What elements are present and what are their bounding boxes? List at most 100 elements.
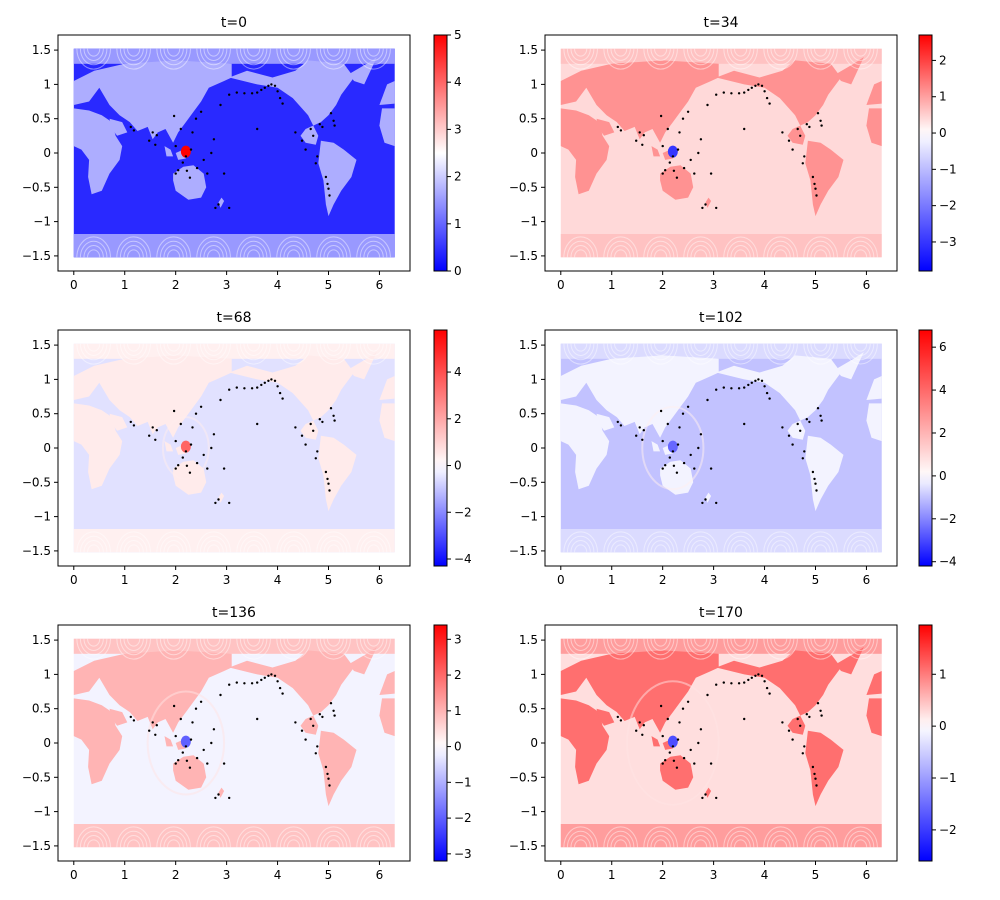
sample-arc bbox=[614, 249, 628, 258]
station-point bbox=[796, 127, 799, 131]
sample-arc bbox=[323, 343, 344, 356]
sample-arc bbox=[843, 531, 878, 553]
station-point bbox=[263, 676, 266, 679]
sample-arc bbox=[76, 638, 111, 660]
station-point bbox=[801, 752, 804, 755]
land-region bbox=[173, 165, 207, 200]
station-point bbox=[309, 717, 312, 721]
land-region bbox=[109, 708, 128, 726]
sample-arc bbox=[763, 826, 798, 848]
land-region bbox=[229, 355, 354, 440]
sample-arc bbox=[199, 638, 228, 656]
sample-arc bbox=[850, 540, 871, 553]
sample-arc bbox=[243, 638, 264, 651]
station-point bbox=[661, 439, 664, 443]
sample-arc bbox=[87, 249, 101, 258]
station-point bbox=[174, 439, 177, 443]
sample-arc bbox=[846, 240, 875, 258]
sample-arc bbox=[770, 835, 791, 848]
x-tick-label: 4 bbox=[761, 868, 769, 882]
station-point bbox=[195, 461, 199, 465]
sample-arc bbox=[326, 343, 341, 352]
sample-arc bbox=[359, 830, 388, 848]
sample-arc bbox=[723, 48, 758, 70]
sample-arc bbox=[803, 48, 838, 70]
sample-arc bbox=[773, 343, 788, 352]
station-point bbox=[191, 721, 194, 724]
sample-arc bbox=[650, 638, 671, 651]
sample-arc bbox=[316, 638, 351, 660]
sample-arc bbox=[167, 48, 181, 57]
sample-arc bbox=[239, 343, 268, 361]
station-point bbox=[316, 450, 319, 453]
station-point bbox=[179, 127, 182, 131]
y-tick-label: 0 bbox=[43, 441, 51, 455]
sample-arc bbox=[723, 531, 758, 553]
land-region bbox=[596, 413, 615, 431]
source-anomaly bbox=[667, 145, 678, 158]
south-polar-region bbox=[73, 529, 395, 553]
sample-arc bbox=[563, 638, 598, 660]
station-point bbox=[743, 386, 746, 389]
land-region bbox=[705, 492, 712, 503]
station-point bbox=[260, 383, 263, 387]
station-point bbox=[666, 717, 669, 721]
sample-arc bbox=[366, 544, 381, 553]
x-tick-label: 6 bbox=[863, 868, 871, 882]
polar-sample-dots bbox=[76, 638, 391, 848]
sample-arc bbox=[574, 343, 588, 352]
y-tick-label: 0.5 bbox=[32, 112, 51, 126]
sample-arc bbox=[127, 544, 141, 553]
station-point bbox=[219, 693, 222, 697]
station-point bbox=[814, 777, 817, 780]
sample-arc bbox=[563, 531, 598, 553]
station-point bbox=[811, 175, 815, 179]
sample-arc bbox=[243, 835, 264, 848]
land-region bbox=[866, 376, 882, 400]
sample-arc bbox=[246, 544, 261, 553]
sample-arc bbox=[116, 343, 151, 365]
sample-arc bbox=[167, 839, 181, 848]
station-point bbox=[768, 397, 771, 400]
colorbar-tick-label: 0 bbox=[454, 264, 462, 278]
land-region bbox=[218, 787, 225, 798]
station-point bbox=[699, 138, 703, 141]
land-region bbox=[164, 736, 174, 747]
station-point bbox=[318, 123, 321, 126]
station-point bbox=[329, 702, 333, 705]
sample-arc bbox=[127, 638, 141, 647]
sample-arc bbox=[236, 236, 271, 258]
station-point bbox=[791, 443, 794, 446]
colorbar-tick-label: −2 bbox=[454, 811, 472, 825]
sample-arc bbox=[203, 48, 224, 61]
station-point bbox=[191, 131, 194, 134]
sample-arc bbox=[326, 839, 341, 848]
sample-arc bbox=[690, 540, 711, 553]
sample-arc bbox=[763, 48, 798, 70]
station-point bbox=[328, 194, 331, 197]
sample-arc bbox=[159, 638, 188, 656]
land-region bbox=[660, 755, 694, 790]
sample-arc bbox=[766, 535, 795, 553]
station-point bbox=[638, 131, 641, 134]
station-point bbox=[188, 766, 192, 769]
colorbar-tick-label: 6 bbox=[939, 340, 947, 354]
sample-arc bbox=[813, 343, 828, 352]
station-point bbox=[814, 482, 817, 485]
station-point bbox=[235, 386, 238, 389]
station-point bbox=[816, 702, 820, 705]
sample-arc bbox=[563, 236, 598, 258]
sample-arc bbox=[156, 531, 191, 553]
station-point bbox=[661, 734, 664, 738]
station-point bbox=[678, 426, 681, 429]
station-point bbox=[174, 762, 177, 765]
colorbar-tick-label: 1 bbox=[939, 667, 947, 681]
station-point bbox=[174, 467, 177, 470]
station-point bbox=[294, 131, 297, 134]
colorbar-tick-label: 2 bbox=[454, 170, 462, 184]
sample-arc bbox=[773, 638, 788, 647]
station-point bbox=[642, 134, 645, 137]
sample-arc bbox=[203, 638, 224, 651]
station-point bbox=[743, 717, 746, 721]
sample-arc bbox=[566, 343, 595, 361]
